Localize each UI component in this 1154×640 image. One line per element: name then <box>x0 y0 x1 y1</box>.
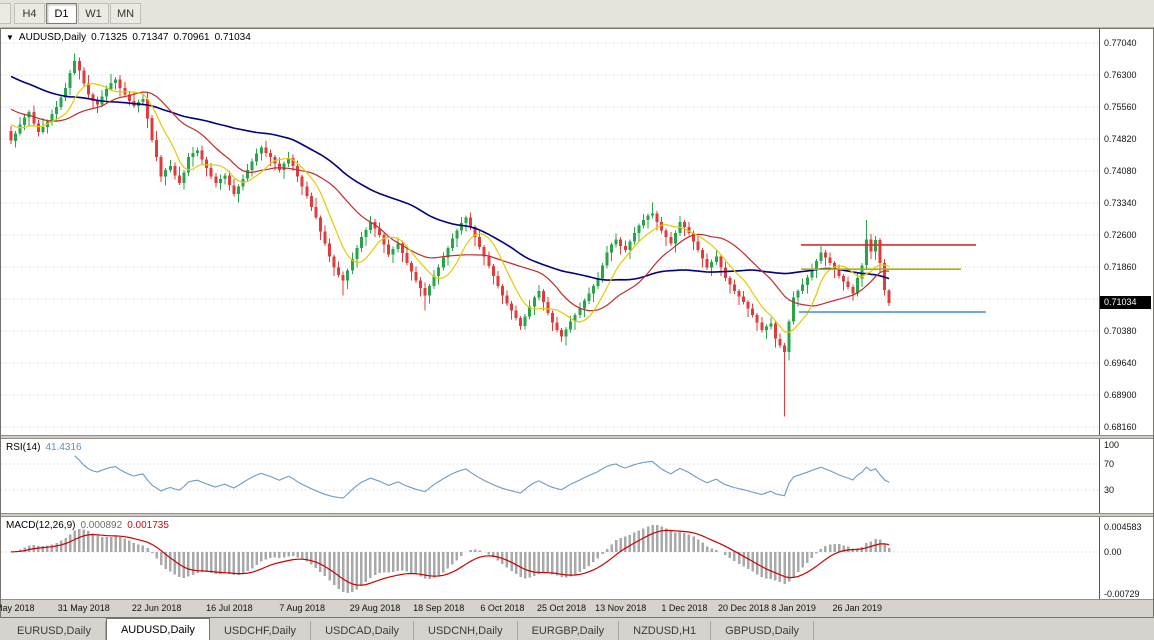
macd-pane[interactable]: MACD(12,26,9) 0.000892 0.001735 0.004583… <box>1 517 1153 599</box>
date-axis-label: 31 May 2018 <box>57 603 110 613</box>
date-axis-label: 1 Dec 2018 <box>661 603 708 613</box>
rsi-axis[interactable]: 100 70 30 <box>1099 439 1153 513</box>
price-chart-canvas[interactable] <box>1 29 1099 435</box>
date-axis-label: 26 Jan 2019 <box>832 603 883 613</box>
period-tab-partial[interactable] <box>0 3 11 24</box>
chart-tab-audusd[interactable]: AUDUSD,Daily <box>105 618 210 640</box>
ma-fast-line <box>10 82 890 334</box>
price-axis-label: 0.70380 <box>1104 326 1137 336</box>
price-axis-label: 0.77040 <box>1104 38 1137 48</box>
chart-tab-gbpusd[interactable]: GBPUSD,Daily <box>711 621 815 640</box>
date-axis-label: 16 Jul 2018 <box>206 603 253 613</box>
current-price-badge: 0.71034 <box>1100 295 1151 309</box>
legend-open: 0.71325 <box>91 32 128 43</box>
period-tab-mn[interactable]: MN <box>110 3 141 24</box>
chart-tab-eurusd[interactable]: EURUSD,Daily <box>3 621 106 640</box>
price-gridlines <box>1 42 1099 428</box>
rsi-axis-label: 100 <box>1104 440 1120 450</box>
chart-tab-nzdusd[interactable]: NZDUSD,H1 <box>619 621 712 640</box>
price-axis-label: 0.68900 <box>1104 390 1137 400</box>
date-axis-label: 13 Nov 2018 <box>595 603 647 613</box>
macd-canvas[interactable] <box>1 517 1099 599</box>
price-axis-label: 0.72600 <box>1104 230 1137 240</box>
date-axis-label: 25 Oct 2018 <box>537 603 587 613</box>
price-axis-label: 0.68160 <box>1104 422 1137 432</box>
rsi-line <box>74 455 890 499</box>
main-chart-pane[interactable]: ▼ AUDUSD,Daily 0.71325 0.71347 0.70961 0… <box>1 29 1153 435</box>
price-axis-label: 0.76300 <box>1104 70 1137 80</box>
date-axis-label: 22 Jun 2018 <box>131 603 182 613</box>
date-axis-label: 20 Dec 2018 <box>718 603 770 613</box>
price-axis[interactable]: 0.71034 0.77040 0.76300 0.75560 0.74820 0.74… <box>1099 29 1153 435</box>
period-toolbar: H4 D1 W1 MN <box>0 0 1154 28</box>
legend-low: 0.70961 <box>173 32 210 43</box>
date-axis-label: 8 Jan 2019 <box>771 603 816 613</box>
rsi-pane[interactable]: RSI(14) 41.4316 100 70 30 <box>1 439 1153 513</box>
macd-histogram <box>14 525 891 593</box>
date-axis-label: 9 May 2018 <box>0 603 35 613</box>
date-axis-label: 29 Aug 2018 <box>349 603 401 613</box>
rsi-axis-label: 30 <box>1104 484 1115 495</box>
chart-tab-eurgbp[interactable]: EURGBP,Daily <box>518 621 620 640</box>
chart-legend: ▼ AUDUSD,Daily 0.71325 0.71347 0.70961 0… <box>6 32 251 43</box>
chart-tab-usdcnh[interactable]: USDCNH,Daily <box>414 621 518 640</box>
price-axis-label: 0.74080 <box>1104 166 1137 176</box>
legend-close: 0.71034 <box>214 32 251 43</box>
rsi-legend: RSI(14) 41.4316 <box>6 442 82 453</box>
chart-tab-usdchf[interactable]: USDCHF,Daily <box>210 621 312 640</box>
chart-tab-usdcad[interactable]: USDCAD,Daily <box>311 621 415 640</box>
legend-symbol: AUDUSD,Daily <box>18 32 87 43</box>
rsi-axis-label: 70 <box>1104 459 1115 470</box>
price-axis-label: 0.73340 <box>1104 198 1137 208</box>
macd-scale-top: 0.004583 <box>1104 522 1142 532</box>
chart-symbol-icon: ▼ <box>6 32 14 42</box>
macd-hist-value: 0.000892 <box>80 520 123 531</box>
rsi-title: RSI(14) <box>6 442 41 453</box>
price-axis-label: 0.75560 <box>1104 102 1137 112</box>
date-axis-label: 7 Aug 2018 <box>279 603 325 613</box>
period-tab-d1[interactable]: D1 <box>46 3 77 24</box>
macd-axis[interactable]: 0.004583 0.00 -0.00729 <box>1099 517 1153 599</box>
pane-splitter-1[interactable] <box>1 435 1153 439</box>
macd-signal-line <box>10 529 890 586</box>
legend-high: 0.71347 <box>132 32 169 43</box>
macd-signal-value: 0.001735 <box>127 520 169 531</box>
macd-scale-zero: 0.00 <box>1104 546 1122 557</box>
price-axis-label: 0.69640 <box>1104 358 1137 368</box>
rsi-canvas[interactable] <box>1 439 1099 513</box>
date-axis-label: 18 Sep 2018 <box>413 603 465 613</box>
price-axis-label: 0.74820 <box>1104 134 1137 144</box>
date-axis-label: 6 Oct 2018 <box>480 603 525 613</box>
price-axis-label: 0.71860 <box>1104 262 1137 272</box>
ma-slow-line <box>10 75 890 281</box>
macd-legend: MACD(12,26,9) 0.000892 0.001735 <box>6 520 169 531</box>
ma-mid-line <box>10 91 890 312</box>
chart-window: ▼ AUDUSD,Daily 0.71325 0.71347 0.70961 0… <box>0 28 1154 618</box>
period-tab-h4[interactable]: H4 <box>14 3 45 24</box>
rsi-value: 41.4316 <box>45 442 82 453</box>
chart-tabs-bar: EURUSD,Daily AUDUSD,Daily USDCHF,Daily U… <box>0 618 1154 640</box>
macd-title: MACD(12,26,9) <box>6 520 76 531</box>
time-axis[interactable]: 9 May 2018 31 May 2018 22 Jun 2018 16 Jul 2… <box>0 599 1153 617</box>
macd-scale-bottom: -0.00729 <box>1104 589 1140 599</box>
period-tab-w1[interactable]: W1 <box>78 3 109 24</box>
pane-splitter-2[interactable] <box>1 513 1153 517</box>
